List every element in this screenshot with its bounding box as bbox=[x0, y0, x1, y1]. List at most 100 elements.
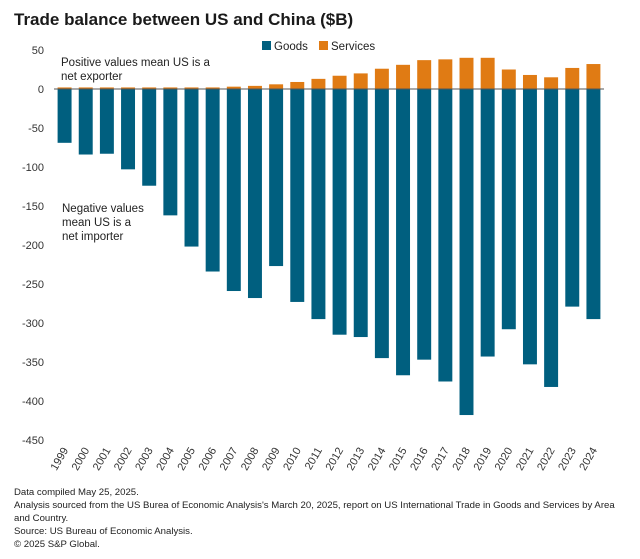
bar-goods-2021 bbox=[522, 89, 537, 365]
y-tick-label: -450 bbox=[22, 435, 44, 447]
x-tick-label: 2020 bbox=[493, 446, 516, 473]
footer-copyright: © 2025 S&P Global. bbox=[14, 539, 100, 550]
bar-goods-2017 bbox=[438, 89, 453, 382]
y-tick-label: -400 bbox=[22, 396, 44, 408]
y-tick-label: -100 bbox=[22, 162, 44, 174]
bar-goods-2009 bbox=[269, 89, 284, 267]
bar-goods-2005 bbox=[184, 89, 199, 247]
x-tick-label: 2002 bbox=[112, 446, 135, 473]
bar-services-2001 bbox=[99, 87, 114, 89]
x-tick-label: 2021 bbox=[514, 446, 537, 473]
y-tick-label: -50 bbox=[28, 123, 44, 135]
y-tick-label: -350 bbox=[22, 357, 44, 369]
legend-swatch-services bbox=[319, 41, 328, 50]
x-tick-label: 2011 bbox=[303, 446, 325, 472]
bar-goods-2019 bbox=[480, 89, 495, 357]
chart-title: Trade balance between US and China ($B) bbox=[14, 10, 354, 29]
bar-services-2020 bbox=[501, 69, 516, 89]
x-tick-label: 2013 bbox=[345, 446, 368, 473]
y-tick-label: 0 bbox=[38, 84, 44, 96]
chart: 50 0 -50 -100 -150 -200 -250 -300 -350 -400 -450 1… bbox=[22, 41, 604, 473]
y-axis: 50 0 -50 -100 -150 -200 -250 -300 -350 -400 -450 bbox=[22, 45, 44, 447]
x-tick-label: 2006 bbox=[197, 446, 220, 473]
bar-services-2008 bbox=[247, 85, 262, 89]
legend-label-services: Services bbox=[331, 41, 375, 53]
bar-services-2000 bbox=[78, 87, 93, 89]
footer-notes: Data compiled May 25, 2025. Analysis sou… bbox=[14, 486, 629, 551]
bar-services-2023 bbox=[565, 67, 580, 89]
x-tick-label: 2000 bbox=[70, 446, 93, 473]
x-tick-label: 2007 bbox=[218, 446, 241, 473]
bar-services-2013 bbox=[353, 73, 368, 89]
x-tick-label: 2024 bbox=[577, 446, 600, 473]
bar-goods-2007 bbox=[226, 89, 241, 292]
footer-analysis: Analysis sourced from the US Burea of Ec… bbox=[14, 500, 615, 524]
y-tick-label: -200 bbox=[22, 240, 44, 252]
bar-services-2004 bbox=[163, 87, 178, 89]
annotation-negative-line: net importer bbox=[62, 231, 124, 243]
x-tick-label: 2017 bbox=[429, 446, 452, 473]
x-tick-label: 2015 bbox=[387, 446, 410, 473]
bar-goods-2024 bbox=[586, 89, 601, 320]
x-tick-label: 2023 bbox=[556, 446, 579, 473]
legend: Goods Services bbox=[262, 41, 375, 53]
bar-goods-2000 bbox=[78, 89, 93, 155]
bar-services-2014 bbox=[374, 68, 389, 89]
x-tick-label: 2008 bbox=[239, 446, 262, 473]
annotation-negative-line: Negative values bbox=[62, 203, 144, 215]
annotation-positive-line: net exporter bbox=[61, 71, 123, 83]
bar-goods-2001 bbox=[99, 89, 114, 154]
bar-goods-2018 bbox=[459, 89, 474, 416]
bar-goods-2011 bbox=[311, 89, 326, 320]
bar-services-2021 bbox=[522, 74, 537, 89]
x-tick-label: 2022 bbox=[535, 446, 558, 473]
footer-date: Data compiled May 25, 2025. bbox=[14, 487, 139, 498]
bar-goods-2003 bbox=[142, 89, 157, 186]
bar-services-2016 bbox=[417, 60, 432, 89]
bar-services-2018 bbox=[459, 57, 474, 89]
bar-goods-2016 bbox=[417, 89, 432, 360]
annotation-negative-line: mean US is a bbox=[62, 217, 132, 229]
x-tick-label: 1999 bbox=[49, 446, 72, 473]
bar-services-2009 bbox=[269, 84, 284, 89]
y-tick-label: 50 bbox=[32, 45, 44, 57]
x-tick-label: 2001 bbox=[91, 446, 114, 473]
bar-goods-2010 bbox=[290, 89, 305, 302]
x-tick-label: 2005 bbox=[175, 446, 198, 473]
bar-goods-2023 bbox=[565, 89, 580, 307]
x-tick-label: 2009 bbox=[260, 446, 283, 473]
bar-services-2002 bbox=[121, 87, 136, 89]
bar-goods-2012 bbox=[332, 89, 347, 335]
bar-goods-2002 bbox=[121, 89, 136, 170]
bar-services-2017 bbox=[438, 59, 453, 89]
footer-source: Source: US Bureau of Economic Analysis. bbox=[14, 526, 193, 537]
bar-services-2007 bbox=[226, 86, 241, 89]
bar-goods-2015 bbox=[396, 89, 411, 376]
y-tick-label: -300 bbox=[22, 318, 44, 330]
bar-goods-2004 bbox=[163, 89, 178, 216]
x-tick-label: 2014 bbox=[366, 446, 389, 473]
bar-services-2019 bbox=[480, 57, 495, 89]
bar-goods-2013 bbox=[353, 89, 368, 338]
bar-goods-2008 bbox=[247, 89, 262, 299]
y-tick-label: -250 bbox=[22, 279, 44, 291]
x-tick-label: 2019 bbox=[472, 445, 495, 472]
x-tick-label: 2018 bbox=[450, 446, 473, 473]
bar-goods-2006 bbox=[205, 89, 220, 272]
x-tick-label: 2010 bbox=[281, 446, 304, 473]
bar-services-2005 bbox=[184, 87, 199, 89]
bar-services-2015 bbox=[396, 64, 411, 89]
annotation-positive-line: Positive values mean US is a bbox=[61, 57, 211, 69]
legend-swatch-goods bbox=[262, 41, 271, 50]
x-tick-label: 2003 bbox=[133, 446, 156, 473]
x-axis: 1999200020012002200320042005200620072008… bbox=[49, 445, 600, 472]
x-tick-label: 2012 bbox=[324, 446, 347, 473]
x-tick-label: 2004 bbox=[154, 446, 177, 473]
bar-services-2006 bbox=[205, 87, 220, 89]
bar-goods-2014 bbox=[374, 89, 389, 359]
bar-goods-2020 bbox=[501, 89, 516, 330]
x-tick-label: 2016 bbox=[408, 446, 431, 473]
legend-label-goods: Goods bbox=[274, 41, 308, 53]
bar-goods-2022 bbox=[544, 89, 559, 387]
bar-services-2024 bbox=[586, 64, 601, 89]
